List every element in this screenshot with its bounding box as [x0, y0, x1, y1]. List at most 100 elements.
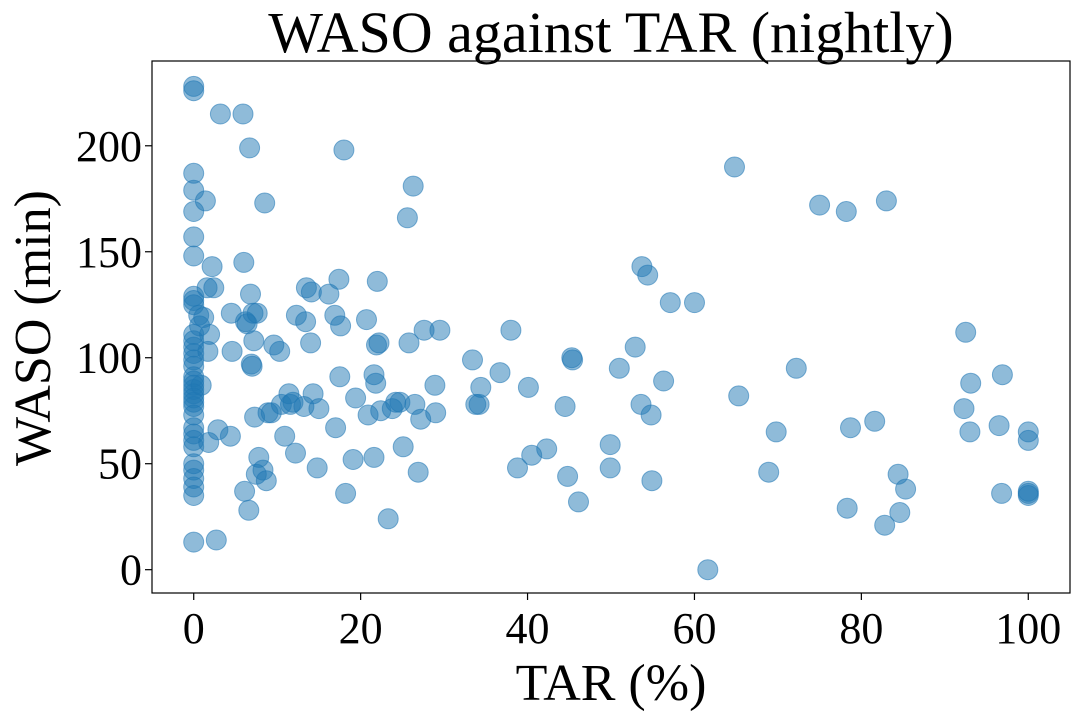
data-point	[724, 156, 745, 178]
data-point	[377, 508, 399, 530]
data-point	[608, 357, 630, 379]
data-point	[328, 268, 350, 290]
data-point	[889, 502, 911, 523]
data-point	[300, 332, 322, 354]
data-point	[365, 372, 387, 394]
data-point	[624, 336, 646, 358]
data-point	[274, 425, 296, 447]
x-tick-label: 0	[183, 604, 205, 653]
data-point	[232, 103, 254, 125]
data-point	[209, 103, 231, 125]
data-point	[368, 332, 390, 354]
data-point	[500, 319, 522, 341]
data-point	[205, 529, 227, 551]
data-point	[517, 376, 539, 398]
data-point	[363, 446, 385, 468]
x-axis-ticks: 0 20 40 60 80 100	[183, 593, 1061, 653]
data-point	[840, 417, 861, 439]
data-point	[684, 292, 705, 314]
data-point	[1017, 429, 1039, 451]
y-tick-label: 150	[76, 228, 142, 277]
data-point	[330, 315, 352, 337]
data-point	[203, 277, 225, 299]
data-point	[568, 491, 589, 513]
data-point	[599, 457, 621, 479]
data-point	[239, 137, 261, 159]
y-tick-label: 0	[120, 546, 142, 595]
x-tick-label: 20	[339, 604, 383, 653]
data-point	[398, 332, 420, 354]
data-point	[641, 470, 663, 492]
data-point	[233, 251, 255, 273]
data-point	[241, 355, 263, 377]
data-point	[765, 421, 787, 443]
data-point	[366, 270, 388, 292]
data-point	[246, 302, 268, 324]
data-point	[392, 436, 414, 458]
data-point	[234, 480, 256, 502]
data-point	[243, 330, 265, 352]
data-point	[255, 470, 277, 492]
data-point	[429, 319, 451, 341]
data-point	[874, 514, 896, 536]
data-point	[864, 410, 886, 432]
data-point	[557, 465, 579, 487]
data-point	[300, 281, 322, 303]
data-point	[895, 478, 917, 500]
data-point	[306, 457, 328, 479]
data-point	[190, 374, 212, 396]
data-point	[758, 461, 780, 483]
data-point	[599, 434, 621, 456]
data-point	[536, 438, 558, 460]
data-point	[240, 283, 261, 305]
chart-title: WASO against TAR (nightly)	[268, 0, 953, 65]
data-point	[640, 404, 662, 426]
data-point	[333, 139, 355, 161]
data-point	[554, 396, 576, 417]
data-point	[318, 283, 340, 305]
data-point	[425, 402, 447, 424]
data-point	[402, 175, 424, 197]
data-point	[991, 364, 1013, 386]
y-tick-label: 200	[76, 122, 142, 171]
data-points	[183, 75, 1039, 581]
data-point	[356, 309, 377, 331]
x-axis-label: TAR (%)	[516, 655, 707, 712]
data-point	[194, 190, 216, 212]
data-point	[221, 340, 243, 362]
data-point	[325, 417, 347, 439]
x-tick-label: 40	[506, 604, 550, 653]
data-point	[345, 387, 367, 409]
data-point	[955, 321, 977, 343]
data-point	[201, 256, 223, 278]
data-point	[959, 421, 981, 443]
y-axis-ticks: 0 50 100 150 200	[76, 122, 152, 595]
data-point	[183, 80, 205, 102]
data-point	[470, 376, 492, 398]
data-point	[335, 482, 357, 504]
data-point	[183, 531, 205, 553]
x-tick-label: 100	[995, 604, 1061, 653]
x-tick-label: 60	[672, 604, 716, 653]
data-point	[507, 457, 528, 479]
data-point	[183, 485, 205, 506]
plot-frame	[151, 60, 1071, 594]
data-point	[562, 349, 584, 371]
data-point	[835, 201, 857, 222]
data-point	[295, 311, 317, 333]
data-point	[953, 398, 975, 420]
data-point	[254, 192, 276, 214]
data-point	[462, 349, 483, 371]
data-point	[875, 190, 897, 212]
y-tick-label: 50	[98, 440, 142, 489]
data-point	[1017, 485, 1039, 506]
data-point	[728, 385, 750, 407]
data-point	[342, 449, 364, 470]
data-point	[785, 357, 807, 379]
data-point	[396, 207, 418, 229]
data-point	[329, 366, 351, 388]
x-tick-label: 80	[839, 604, 883, 653]
data-point	[991, 482, 1013, 504]
data-point	[199, 323, 221, 345]
